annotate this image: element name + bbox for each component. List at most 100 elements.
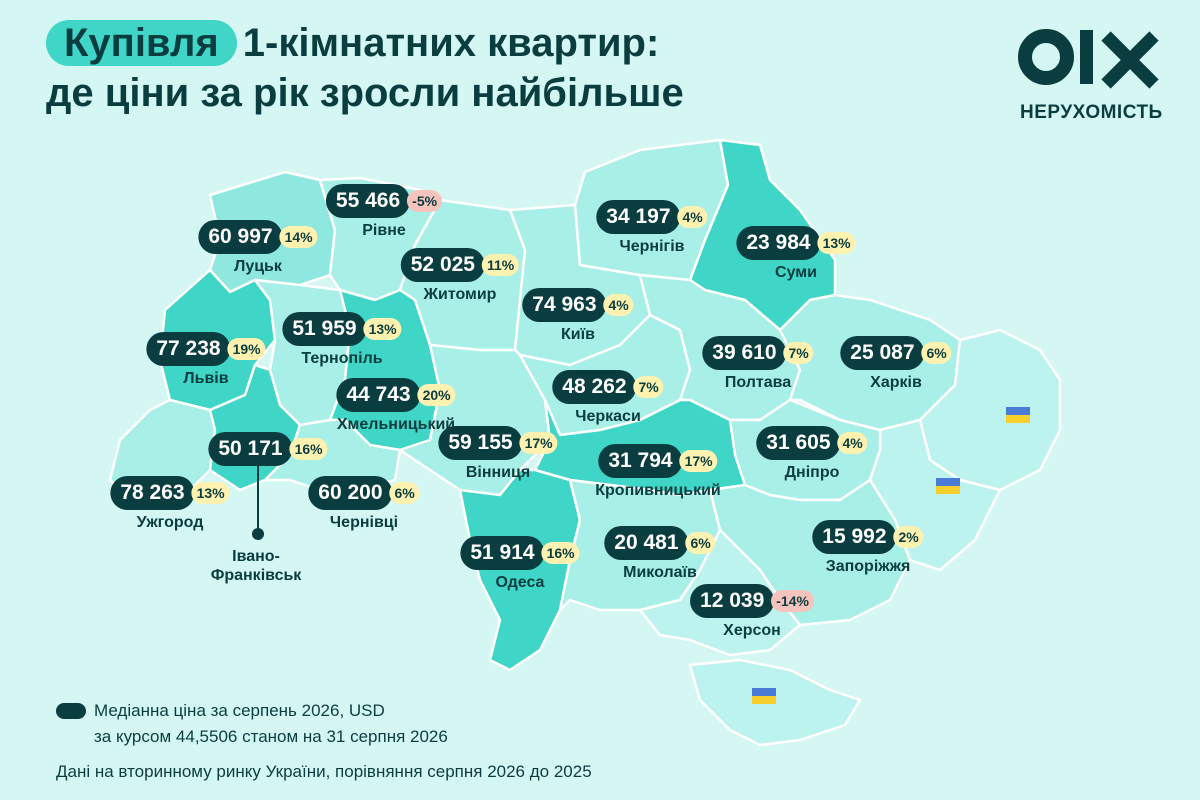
label-khmelnytskyi: 44 743 20% Хмельницький [336,378,456,434]
label-sumy: 23 984 13% Суми [736,226,856,282]
price-chip: 39 610 [702,336,787,370]
legend: Медіанна ціна за серпень 2026, USD за ку… [56,698,448,750]
change-badge: 17% [679,450,718,472]
label-zaporizhzhia: 15 992 2% Запоріжжя [812,520,924,576]
price-chip: 52 025 [400,248,485,282]
change-badge: 4% [677,206,708,228]
price-chip: 51 959 [282,312,367,346]
city-name: Чернівці [329,514,399,531]
legend-line1: Медіанна ціна за серпень 2026, USD [94,701,385,720]
label-rivne: 55 466 -5% Рівне [325,184,443,240]
change-badge: 13% [817,232,856,254]
label-kherson: 12 039 -14% Херсон [690,584,814,640]
price-chip: 12 039 [690,584,775,618]
label-chernivtsi: 60 200 6% Чернівці [308,476,420,532]
city-name: Миколаїв [623,564,697,581]
city-name: Ужгород [136,514,204,531]
price-chip: 60 200 [308,476,393,510]
city-name: Вінниця [465,464,531,481]
label-poltava: 39 610 7% Полтава [702,336,814,392]
price-chip: 25 087 [840,336,925,370]
city-name: Дніпро [784,464,840,481]
page-title: Купівля 1-кімнатних квартир: де ціни за р… [46,18,684,118]
change-badge: 20% [417,384,456,406]
price-chip: 60 997 [198,220,283,254]
change-badge: 13% [191,482,230,504]
ukraine-flag-icon [936,478,960,494]
logo-subtitle: НЕРУХОМІСТЬ [1020,102,1163,123]
city-name: Тернопіль [301,350,383,367]
change-badge: 4% [603,294,634,316]
city-name: Луцьк [234,258,282,275]
city-name: Харків [870,374,922,391]
change-badge: 7% [783,342,814,364]
city-name: Полтава [724,374,792,391]
ivano-frankivsk-pin-dot [252,528,264,540]
change-badge: 13% [363,318,402,340]
title-highlight: Купівля [46,20,237,66]
legend-price-marker-icon [56,703,86,719]
label-ternopil: 51 959 13% Тернопіль [282,312,402,368]
change-badge: 7% [633,376,664,398]
change-badge: 16% [289,438,328,460]
city-name: Житомир [423,286,497,303]
city-name: Черкаси [575,408,641,425]
change-badge: 6% [921,342,952,364]
change-badge: 11% [481,254,520,276]
city-name: Львів [183,370,229,387]
price-chip: 55 466 [325,184,411,218]
city-name: Київ [561,326,595,343]
city-name: Івано-Франківськ [210,548,302,584]
price-chip: 74 963 [522,288,607,322]
city-name: Одеса [495,574,545,591]
label-mykolaiv: 20 481 6% Миколаїв [604,526,716,582]
region-luhansk [918,328,1062,492]
change-badge: 17% [519,432,558,454]
city-name: Рівне [362,222,406,239]
price-chip: 51 914 [460,536,545,570]
label-uzhhorod: 78 263 13% Ужгород [110,476,230,532]
label-chernihiv: 34 197 4% Чернігів [596,200,708,256]
ukraine-flag-icon [1006,407,1030,423]
label-ivano-frankivsk: 50 171 16% [208,432,328,466]
label-dnipro: 31 605 4% Дніпро [756,426,868,482]
label-cherkasy: 48 262 7% Черкаси [552,370,664,426]
change-badge: 2% [893,526,924,548]
label-odesa: 51 914 16% Одеса [460,536,580,592]
change-badge: 6% [685,532,716,554]
change-badge: 14% [279,226,318,248]
change-badge: 6% [389,482,420,504]
price-chip: 48 262 [552,370,637,404]
price-chip: 23 984 [736,226,821,260]
ukraine-flag-icon [752,688,776,704]
label-ivano-frankivsk-name: Івано-Франківськ [201,544,311,585]
label-lutsk: 60 997 14% Луцьк [198,220,318,276]
legend-line2: за курсом 44,5506 станом на 31 серпня 20… [94,727,448,746]
price-chip: 77 238 [146,332,231,366]
city-name: Чернігів [619,238,685,255]
price-chip: 31 794 [598,444,683,478]
change-badge: -5% [407,190,443,212]
price-chip: 59 155 [438,426,523,460]
title-line1: 1-кімнатних квартир: [242,21,660,65]
label-lviv: 77 238 19% Львів [146,332,266,388]
label-kyiv: 74 963 4% Київ [522,288,634,344]
price-chip: 31 605 [756,426,841,460]
olx-logo: НЕРУХОМІСТЬ [1018,22,1168,123]
label-vinnytsia: 59 155 17% Вінниця [438,426,558,482]
price-chip: 20 481 [604,526,689,560]
label-zhytomyr: 52 025 11% Житомир [400,248,520,304]
change-badge: 19% [227,338,266,360]
city-name: Суми [775,264,817,281]
change-badge: 4% [837,432,868,454]
price-chip: 44 743 [336,378,421,412]
footnote: Дані на вторинному ринку України, порівн… [56,762,592,781]
change-badge: -14% [771,590,814,612]
title-line2: де ціни за рік зросли найбільше [46,71,684,115]
city-name: Кропивницький [595,482,721,499]
label-kropyvnytskyi: 31 794 17% Кропивницький [595,444,721,500]
price-chip: 78 263 [110,476,195,510]
price-chip: 15 992 [812,520,897,554]
olx-wordmark-icon [1018,29,1159,89]
price-chip: 50 171 [208,432,293,466]
